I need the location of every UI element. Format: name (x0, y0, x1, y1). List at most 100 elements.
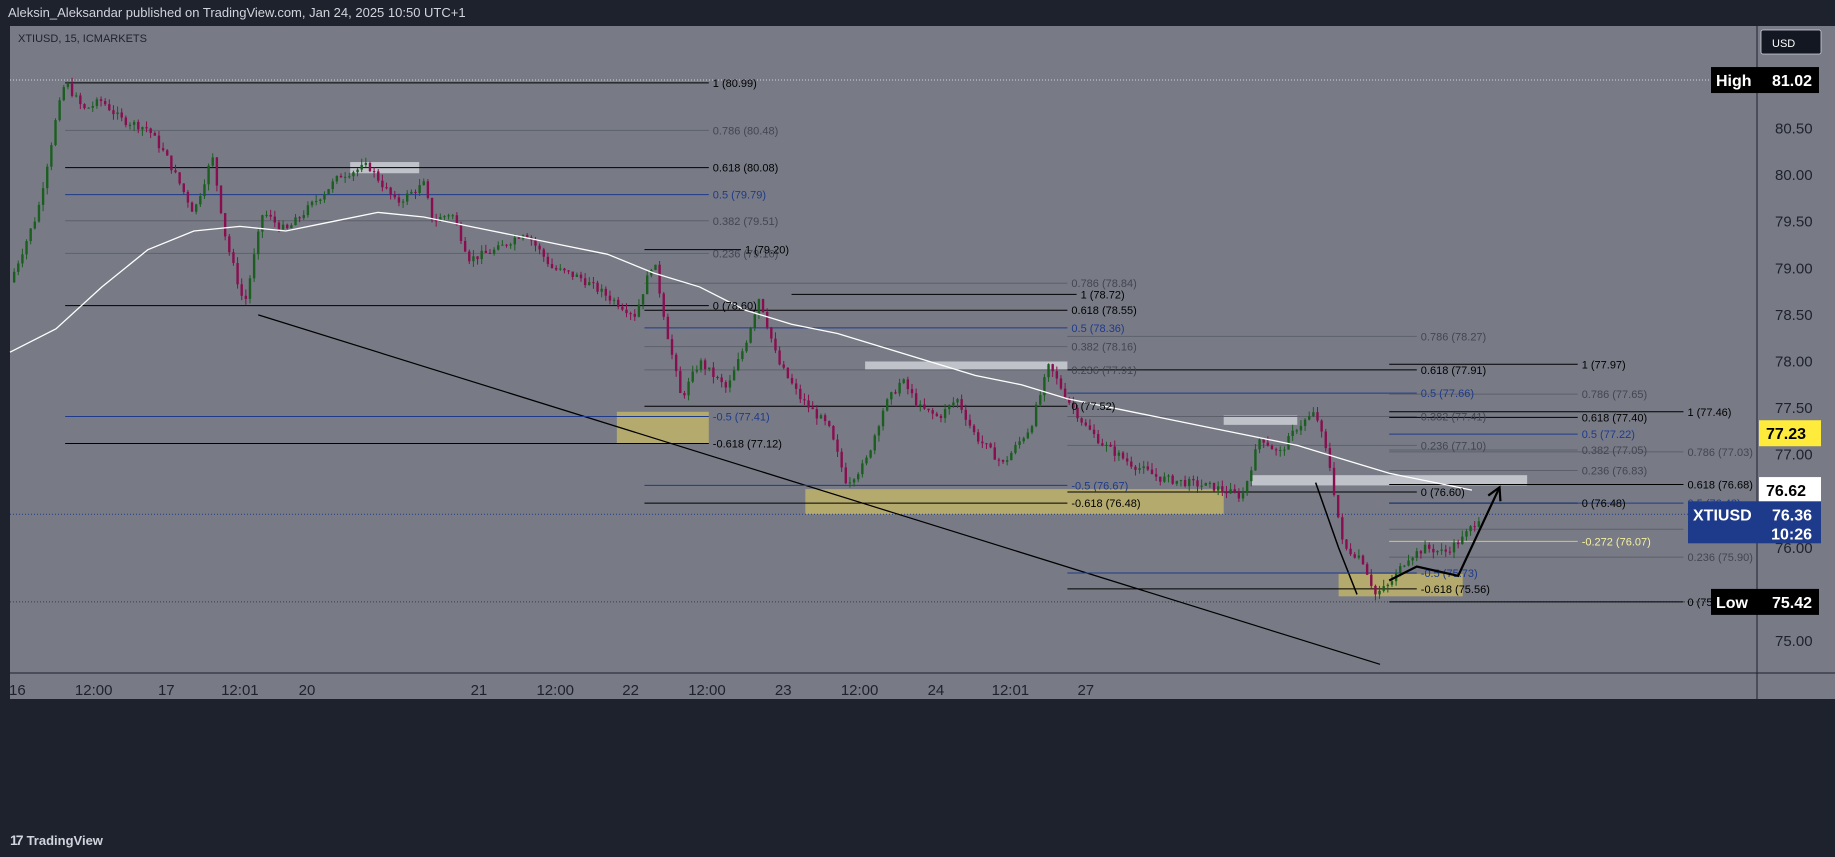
fib-level-label: 0.5 (78.36) (1071, 323, 1124, 335)
candle-body (579, 274, 583, 279)
candle-body (596, 282, 599, 292)
projection-arrowhead (1487, 485, 1502, 502)
candle-body (765, 312, 769, 328)
fib-level-label: 0.382 (77.41) (1421, 411, 1486, 423)
candle-body (513, 237, 516, 245)
moving-average-line (9, 211, 1473, 491)
candle-body (314, 200, 318, 202)
footer: 17 TradingView (0, 823, 1835, 857)
candle-body (228, 236, 231, 253)
candle-body (1357, 555, 1361, 558)
candle-body (331, 181, 334, 190)
candle-body (1423, 544, 1427, 554)
candle-body (1113, 446, 1116, 456)
candle-body (637, 304, 641, 317)
candle-body (1299, 425, 1303, 431)
price-tag-value: 81.02 (1772, 73, 1812, 90)
candle-body (670, 339, 674, 355)
candle-body (95, 99, 99, 106)
candle-body (29, 228, 32, 242)
candle-body (70, 83, 74, 96)
candle-body (455, 215, 459, 226)
candle-body (476, 256, 479, 260)
candle-body (1365, 564, 1369, 575)
candle-body (1216, 486, 1220, 491)
candle-body (385, 187, 388, 189)
candle-body (803, 399, 806, 401)
candle-body (1212, 482, 1216, 491)
candle-body (286, 224, 289, 229)
candle-body (757, 299, 761, 315)
candle-body (58, 100, 61, 121)
candle-body (1059, 378, 1063, 389)
candle-body (1063, 388, 1067, 399)
candle-body (1295, 430, 1299, 432)
candle-body (459, 225, 463, 242)
candle-body (1221, 486, 1224, 492)
tradingview-logo[interactable]: 17 TradingView (10, 832, 103, 848)
candle-body (981, 441, 984, 444)
fib-level-label: -0.272 (76.07) (1582, 536, 1651, 548)
candle-body (1332, 467, 1336, 496)
fib-level-label: 0 (77.52) (1071, 401, 1115, 413)
price-axis-tick-label: 78.50 (1775, 307, 1813, 324)
candle-body (265, 214, 268, 216)
candle-body (1204, 482, 1207, 486)
candle-body (1101, 443, 1104, 446)
candle-body (819, 415, 823, 419)
price-axis-tick-label: 80.50 (1775, 121, 1813, 138)
candle-body (1444, 549, 1447, 552)
price-tag-countdown: 10:26 (1771, 526, 1812, 543)
fib-level-label: -0.618 (75.56) (1421, 584, 1490, 596)
candle-body (1125, 458, 1129, 462)
candle-body (103, 101, 107, 105)
candle-body (1477, 521, 1481, 527)
candle-body (12, 271, 16, 283)
candle-body (348, 176, 351, 178)
candle-body (1411, 557, 1414, 561)
candle-body (720, 377, 723, 383)
candle-body (790, 378, 794, 384)
candle-body (881, 410, 885, 427)
fib-level-label: 1 (79.20) (745, 245, 789, 257)
left-margin (0, 26, 10, 823)
candle-body (861, 463, 864, 475)
candle-body (281, 224, 285, 230)
candle-body (666, 316, 670, 340)
price-chart[interactable]: XTIUSD, 15, ICMARKETS 1 (80.99) 0.786 (80.… (0, 26, 1835, 823)
candle-body (1175, 480, 1179, 484)
chart-area[interactable]: XTIUSD, 15, ICMARKETS 1 (80.99) 0.786 (80.… (0, 26, 1835, 823)
candle-body (33, 221, 37, 229)
fib-level-label: -0.618 (76.48) (1071, 498, 1140, 510)
candle-body (190, 202, 194, 212)
price-axis-tick-label: 77.00 (1775, 447, 1813, 464)
candle-body (327, 189, 330, 194)
candle-body (877, 426, 881, 436)
fib-level-label: -0.618 (77.12) (713, 438, 782, 450)
candle-body (1328, 448, 1332, 468)
candle-body (1266, 442, 1270, 446)
candle-body (108, 104, 111, 111)
candle-body (1080, 418, 1083, 423)
candle-body (83, 104, 86, 109)
candle-body (132, 121, 136, 125)
candle-body (617, 299, 620, 307)
candle-body (79, 95, 82, 105)
candle-body (753, 314, 756, 328)
candle-body (1308, 416, 1311, 420)
fib-level-label: 0.5 (77.22) (1582, 429, 1635, 441)
candle-body (902, 379, 905, 383)
candle-body (662, 293, 665, 317)
candle-body (257, 231, 260, 255)
candle-body (1279, 449, 1282, 451)
candle-body (25, 241, 28, 255)
candle-body (137, 121, 140, 130)
candle-body (857, 474, 860, 480)
price-tag-box (1759, 477, 1821, 504)
fib-level-label: 0.5 (79.79) (713, 190, 766, 202)
candle-body (1188, 478, 1191, 487)
candle-body (840, 451, 843, 468)
candle-body (604, 288, 608, 296)
fib-level-label: 0.236 (75.90) (1687, 552, 1752, 564)
zone-box (1223, 415, 1298, 425)
